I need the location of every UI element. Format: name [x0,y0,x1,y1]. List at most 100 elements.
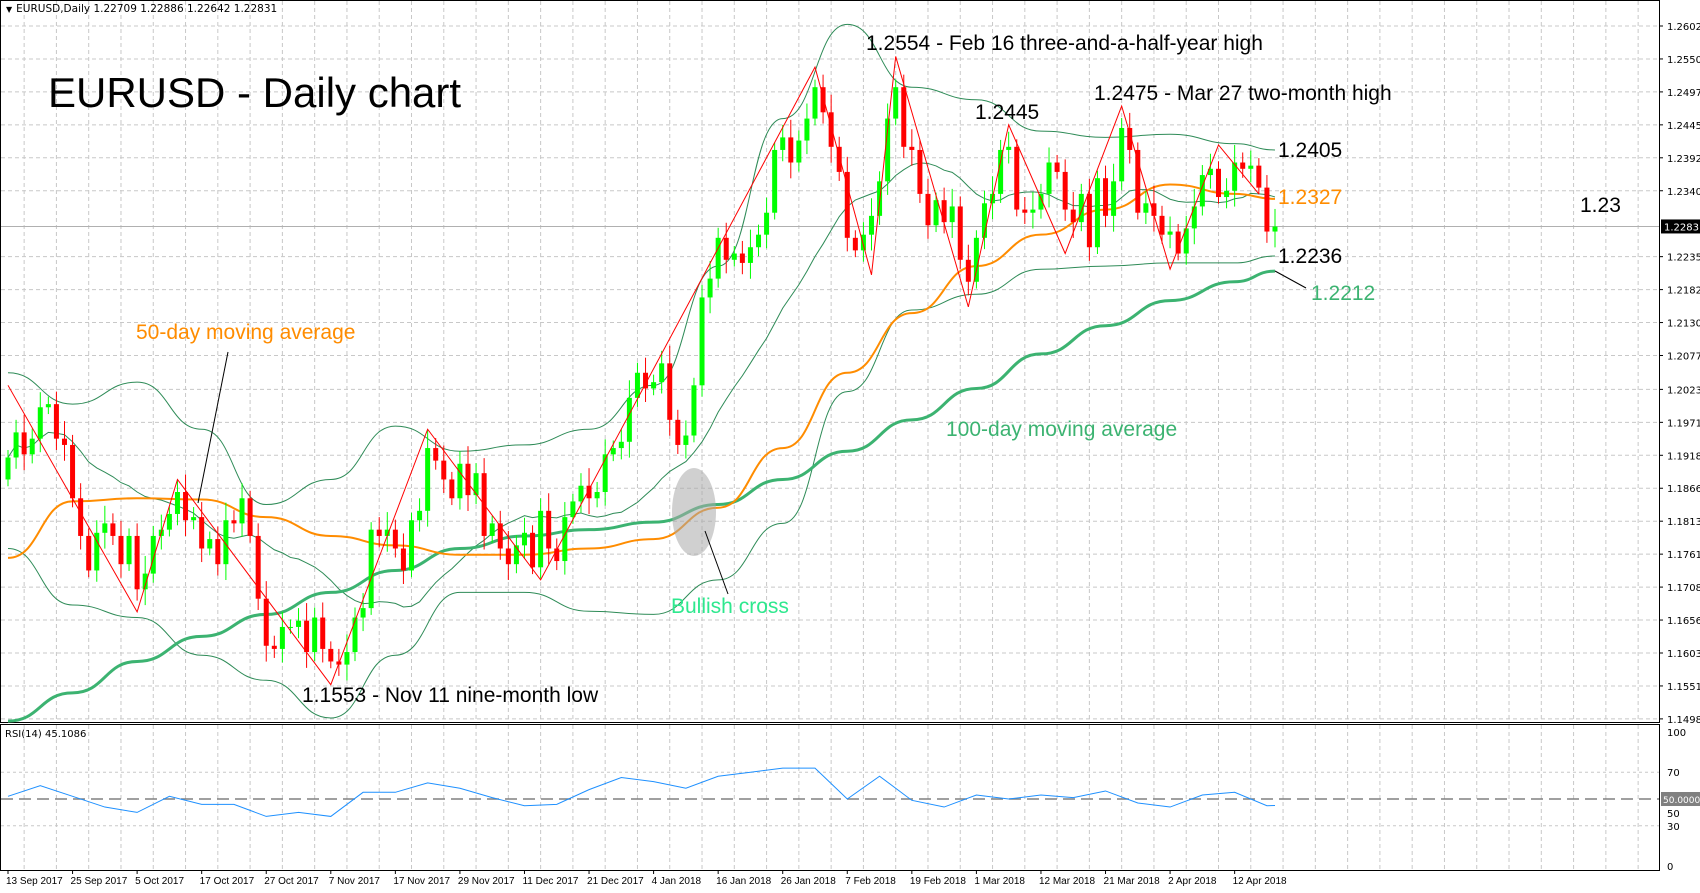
candle-body [618,441,624,449]
date-tick-label: 21 Dec 2017 [587,876,644,887]
candle-body [61,438,67,445]
candle-body [312,617,318,653]
candle-body [409,520,414,571]
candle [723,222,729,274]
candle [142,556,148,606]
candle [1006,131,1012,164]
bullish-cross-pointer [704,530,729,595]
candle-body [610,448,616,455]
date-tick-label: 12 Apr 2018 [1233,876,1287,887]
candle [756,224,762,257]
candle-body [764,212,770,235]
rsi-tick-label: 70 [1667,768,1680,779]
candle-body [1038,193,1044,210]
candle-body [328,648,334,662]
candle [941,187,947,234]
candle [885,103,891,195]
candle-body [1046,162,1052,194]
candle [1175,224,1181,261]
candle [667,345,673,436]
candle [1046,147,1052,208]
candle-body [747,247,753,263]
candle [400,533,406,585]
candle [957,196,963,269]
ma50-pointer [197,351,229,504]
date-tick-label: 29 Nov 2017 [458,876,515,887]
candle [376,517,382,548]
candle [715,227,721,288]
candle [1191,188,1197,245]
candle-body [1103,178,1109,216]
rsi-level-badge [1661,792,1700,806]
candle [1248,150,1254,183]
candle [1078,183,1084,232]
price-tick-label: 1.19185 [1667,451,1700,462]
candle-body [110,523,116,536]
candle-body [255,535,261,599]
price-tick-label: 1.22350 [1667,253,1700,264]
candle-body [344,652,350,665]
candle [949,188,955,238]
candle [352,607,358,662]
candle [312,607,318,662]
candle-body [788,137,794,163]
candle-body [279,626,285,649]
date-tick-label: 5 Oct 2017 [135,876,184,887]
candle-body [820,87,826,113]
candle [328,641,334,669]
candle-body [376,529,382,536]
candle [1119,117,1125,191]
candle-body [287,626,293,628]
candle-body [852,237,858,251]
candle [425,430,431,527]
candle-body [965,259,971,282]
candle-body [917,149,923,194]
candle [562,502,568,575]
candle-body [1232,162,1238,191]
candle [5,449,11,487]
candle-body [1070,209,1076,223]
candle [1264,175,1270,243]
candle-body [901,87,907,147]
candle [780,124,786,162]
candle [94,520,100,582]
candle [53,391,59,450]
candle [844,156,850,252]
rsi-level-label: 50.0000 [1663,796,1700,806]
candle [134,523,140,601]
candle [45,396,51,415]
candle [683,420,689,459]
candle-body [1175,231,1181,254]
triangle-down-icon[interactable]: ▼ [6,5,13,14]
candle-body [731,253,737,260]
candle-body [425,448,431,511]
price-tick-label: 1.20235 [1667,385,1700,396]
candle [384,512,390,552]
candle-body [231,520,237,524]
candle [61,421,67,461]
candle-body [368,529,374,609]
candle [739,240,745,275]
nov-low-annotation: 1.1553 - Nov 11 nine-month low [302,684,599,707]
candle-body [1054,162,1060,172]
current-price-label: 1.22831 [1664,222,1700,233]
candle [255,523,261,610]
candle-body [174,492,180,514]
candle-body [1078,193,1084,223]
candle-body [860,234,866,251]
candle-body [521,532,527,546]
candle [263,581,269,662]
candle [296,608,302,639]
candle [731,245,737,267]
candle-body [78,498,84,536]
candle [634,362,640,407]
chart-title: EURUSD - Daily chart [48,69,462,116]
candle [852,230,858,258]
rsi-tick-label: 30 [1667,822,1680,833]
candle-body [497,523,503,549]
ohlc-open: 1.22709 [93,3,137,15]
price-tick-label: 1.16560 [1667,616,1700,627]
date-tick-label: 4 Jan 2018 [652,876,702,887]
candle-body [949,206,955,223]
candle [183,474,189,537]
